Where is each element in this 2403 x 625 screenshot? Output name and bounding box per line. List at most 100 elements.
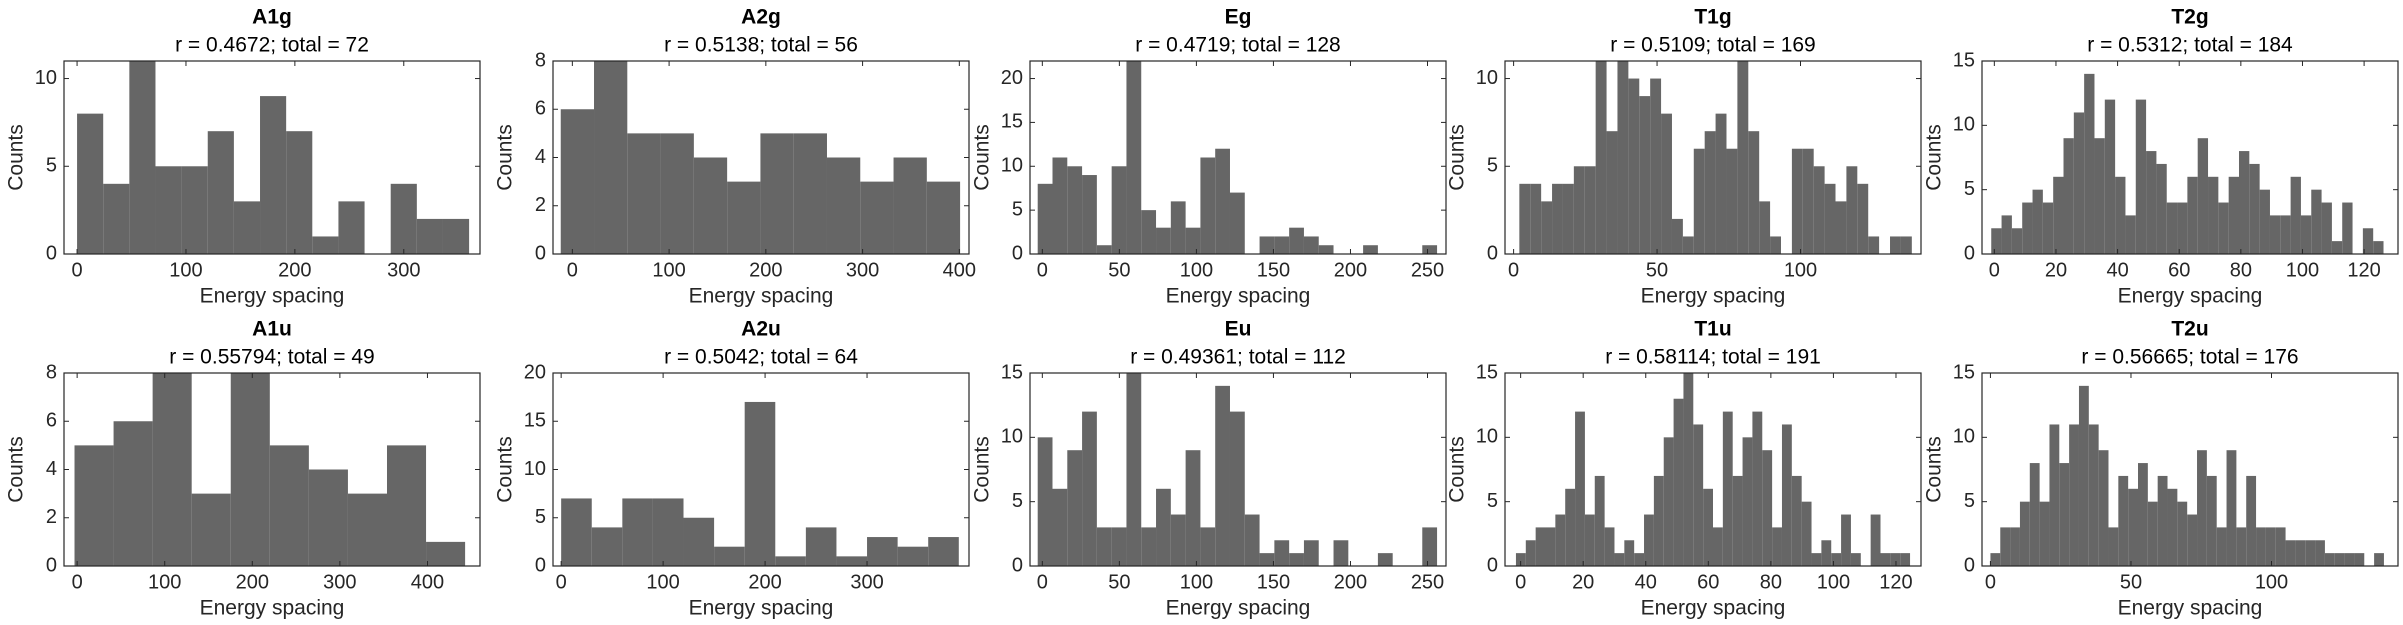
bar xyxy=(2063,138,2074,254)
bar xyxy=(1653,475,1664,566)
x-tick-label: 100 xyxy=(1784,259,1817,281)
bar xyxy=(2285,540,2296,566)
x-tick-label: 300 xyxy=(323,571,356,593)
bar xyxy=(1126,61,1142,254)
bar xyxy=(1562,183,1574,254)
bar xyxy=(2295,540,2306,566)
chart-title: A2g xyxy=(741,6,781,29)
bar xyxy=(1824,183,1836,254)
chart-title: T2u xyxy=(2171,318,2208,341)
bar xyxy=(1303,540,1319,566)
bar xyxy=(1742,437,1753,566)
bar xyxy=(2315,540,2325,566)
axes-box xyxy=(1504,372,1922,567)
y-axis-label: Counts xyxy=(1446,436,1469,503)
bar xyxy=(1671,218,1683,254)
bar xyxy=(1663,437,1674,566)
y-axis-label: Counts xyxy=(494,436,517,503)
bar xyxy=(1037,183,1053,254)
y-tick-label: 5 xyxy=(1012,490,1023,512)
bar xyxy=(1535,527,1546,566)
bar xyxy=(1519,183,1531,254)
y-tick-label: 20 xyxy=(524,361,546,383)
bar xyxy=(386,445,427,566)
bar xyxy=(1846,166,1858,254)
bar xyxy=(1821,540,1832,566)
bar xyxy=(775,556,806,566)
bar xyxy=(1552,183,1563,254)
bar xyxy=(2156,163,2167,254)
bar xyxy=(260,96,287,254)
bar xyxy=(1644,514,1654,566)
bar xyxy=(591,527,623,566)
bar xyxy=(1111,166,1127,254)
bar xyxy=(2280,215,2291,254)
bar xyxy=(2187,176,2198,254)
bar xyxy=(1274,236,1290,254)
bar xyxy=(926,181,961,254)
panel: 0 50 100 150 200 250 0 5 10 15 Eu r = 0.49361; tota… xyxy=(971,318,1447,620)
bar xyxy=(760,133,794,254)
bar xyxy=(2084,73,2095,254)
x-tick-label: 0 xyxy=(567,259,578,281)
bar xyxy=(1052,157,1068,254)
bar xyxy=(1200,157,1216,254)
bar xyxy=(2042,202,2054,254)
x-tick-label: 300 xyxy=(387,259,420,281)
x-tick-label: 100 xyxy=(2286,259,2319,281)
x-tick-label: 100 xyxy=(1180,259,1213,281)
bar xyxy=(1759,201,1771,254)
bar xyxy=(152,373,192,566)
bar xyxy=(793,133,827,254)
bar xyxy=(1126,373,1142,566)
bar xyxy=(113,421,153,566)
bar xyxy=(2342,202,2353,254)
bar xyxy=(2249,163,2260,254)
bar xyxy=(2019,501,2030,566)
bar xyxy=(1617,61,1629,254)
bar xyxy=(207,131,234,254)
panel: 0 100 200 300 0 5 10 A1g r = 0.4672; total = 72 E… xyxy=(5,6,481,308)
chart-subtitle: r = 0.5312; total = 184 xyxy=(2087,34,2293,57)
bar xyxy=(1289,553,1304,566)
y-axis-label: Counts xyxy=(5,124,28,191)
bar xyxy=(1525,540,1536,566)
bar xyxy=(836,556,868,566)
bar xyxy=(2373,241,2384,254)
bar xyxy=(2104,99,2116,254)
x-axis-label: Energy spacing xyxy=(1641,597,1786,620)
axes-box xyxy=(1981,60,2399,255)
bar xyxy=(1422,527,1438,566)
y-tick-label: 0 xyxy=(1012,554,1023,576)
y-tick-label: 2 xyxy=(535,194,546,216)
chart-title: A1g xyxy=(252,6,292,29)
axes-box xyxy=(1981,372,2399,567)
bar xyxy=(1067,450,1083,566)
bar xyxy=(2305,540,2316,566)
bar xyxy=(390,183,417,254)
bar xyxy=(129,61,156,254)
x-tick-label: 60 xyxy=(1697,571,1719,593)
x-tick-label: 0 xyxy=(1985,571,1996,593)
bar xyxy=(627,133,661,254)
chart-title: Eu xyxy=(1225,318,1252,341)
x-tick-label: 120 xyxy=(2347,259,2380,281)
bar xyxy=(2218,202,2229,254)
x-tick-label: 50 xyxy=(1646,259,1668,281)
bar xyxy=(2053,176,2064,254)
bar xyxy=(1900,236,1912,254)
bar xyxy=(1624,540,1635,566)
y-axis-label: Counts xyxy=(1923,436,1946,503)
axes-box xyxy=(1029,60,1447,255)
y-tick-label: 0 xyxy=(46,242,57,264)
bar xyxy=(1595,61,1607,254)
bar xyxy=(1584,514,1595,566)
bar xyxy=(338,201,365,254)
x-tick-label: 20 xyxy=(1572,571,1594,593)
chart-title: T2g xyxy=(2171,6,2208,29)
panel: 0 100 200 300 400 0 2 4 6 8 A2g r = 0.5138; total =… xyxy=(494,6,976,308)
y-tick-label: 0 xyxy=(535,242,546,264)
chart-subtitle: r = 0.56665; total = 176 xyxy=(2081,346,2298,369)
chart-subtitle: r = 0.55794; total = 49 xyxy=(169,346,375,369)
bar xyxy=(860,181,894,254)
